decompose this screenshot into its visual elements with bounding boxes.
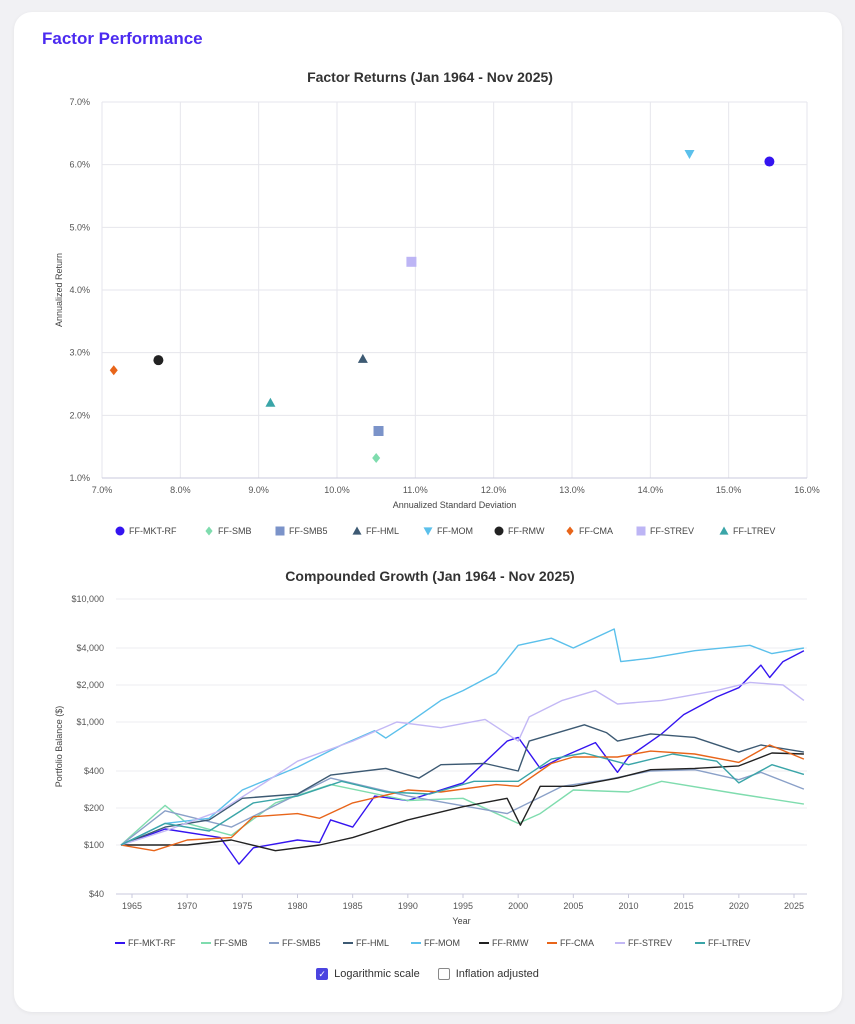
chart-title: Compounded Growth (Jan 1964 - Nov 2025) [285,568,574,584]
series-line-ff-hml [120,724,805,846]
legend-marker [275,526,285,536]
inflation-adjusted-checkbox[interactable] [437,968,450,980]
data-point-ff-smb [372,452,381,463]
y-tick-label: $10,000 [71,594,104,604]
x-tick-label: 1985 [343,901,363,911]
compounded-growth-line-chart: Compounded Growth (Jan 1964 - Nov 2025) $… [54,568,807,948]
x-tick-label: 10.0% [324,485,350,495]
x-tick-label: 11.0% [403,485,428,495]
y-tick-label: 5.0% [69,222,90,232]
series-line-ff-mkt-rf [120,650,805,865]
legend-label: FF-STREV [628,938,672,948]
x-axis-label: Annualized Standard Deviation [393,500,517,510]
y-tick-label: $4,000 [76,643,104,653]
series-line-ff-cma [120,744,805,852]
legend-label: FF-STREV [650,526,694,536]
chart-title: Factor Returns (Jan 1964 - Nov 2025) [307,69,553,85]
legend-label: FF-SMB5 [289,526,328,536]
log-scale-checkbox[interactable]: ✓ [316,968,329,980]
legend-marker [205,526,213,536]
data-point-ff-mom [684,150,695,160]
legend-marker [636,526,646,536]
legend-label: FF-RMW [492,938,529,948]
x-tick-label: 12.0% [481,485,507,495]
y-tick-label: 6.0% [69,160,90,170]
legend-label: FF-MOM [424,938,460,948]
y-tick-label: $100 [84,840,104,850]
x-tick-label: 2005 [563,901,583,911]
data-point-ff-strev [406,256,417,267]
data-point-ff-hml [357,353,368,363]
x-tick-label: 16.0% [794,485,820,495]
x-tick-label: 1970 [177,901,197,911]
series-line-ff-mom [120,628,805,846]
data-point-ff-rmw [153,355,164,366]
x-tick-label: 1995 [453,901,473,911]
data-point-ff-mkt-rf [764,156,775,167]
x-tick-label: 2025 [784,901,804,911]
legend-marker [352,526,362,535]
page-title: Factor Performance [42,29,203,48]
x-tick-label: 7.0% [92,485,113,495]
legend-label: FF-CMA [579,526,613,536]
legend-label: FF-LTREV [733,526,775,536]
legend-label: FF-HML [356,938,389,948]
y-axis-label: Portfolio Balance ($) [54,706,64,788]
data-point-ff-smb5 [373,426,384,436]
series-line-ff-smb [120,780,805,846]
y-tick-label: $200 [84,803,104,813]
x-tick-label: 1975 [232,901,252,911]
series-line-ff-rmw [121,752,804,852]
y-tick-label: 3.0% [69,348,90,358]
y-tick-label: 7.0% [69,97,90,107]
y-tick-label: $40 [89,889,104,899]
data-point-ff-cma [109,365,118,376]
legend-label: FF-MKT-RF [128,938,176,948]
legend-marker [115,526,125,536]
y-tick-label: 1.0% [69,473,90,483]
x-axis-label: Year [452,916,470,926]
y-axis-label: Annualized Return [54,253,64,327]
y-tick-label: 2.0% [69,410,90,420]
inflation-adjusted-option[interactable]: Inflation adjusted [437,968,539,980]
legend-label: FF-HML [366,526,399,536]
factor-returns-scatter-chart: Factor Returns (Jan 1964 - Nov 2025) 7.0%… [54,69,820,536]
y-tick-label: $1,000 [76,717,104,727]
data-point-ff-ltrev [265,397,276,407]
log-scale-option[interactable]: ✓ Logarithmic scale [316,968,420,980]
x-tick-label: 14.0% [638,485,664,495]
x-tick-label: 2010 [618,901,638,911]
x-tick-label: 1990 [398,901,418,911]
legend-label: FF-RMW [508,526,545,536]
y-tick-label: $2,000 [76,680,104,690]
series-line-ff-ltrev [120,752,805,846]
legend-label: FF-CMA [560,938,594,948]
inflation-adjusted-label: Inflation adjusted [455,968,539,980]
y-tick-label: 4.0% [69,285,90,295]
y-tick-label: $400 [84,766,104,776]
x-tick-label: 2000 [508,901,528,911]
x-tick-label: 1980 [287,901,307,911]
legend-marker [566,526,574,536]
legend-label: FF-SMB [214,938,248,948]
legend-label: FF-MKT-RF [129,526,177,536]
legend-label: FF-MOM [437,526,473,536]
legend-marker [423,527,433,536]
legend-label: FF-SMB [218,526,252,536]
x-tick-label: 15.0% [716,485,742,495]
x-tick-label: 8.0% [170,485,191,495]
x-tick-label: 2020 [729,901,749,911]
legend-label: FF-LTREV [708,938,750,948]
legend-label: FF-SMB5 [282,938,321,948]
log-scale-label: Logarithmic scale [334,968,420,980]
x-tick-label: 13.0% [559,485,585,495]
legend-marker [494,526,504,536]
x-tick-label: 1965 [122,901,142,911]
chart-options: ✓ Logarithmic scale Inflation adjusted [0,968,855,980]
series-line-ff-strev [120,681,805,846]
x-tick-label: 2015 [674,901,694,911]
legend-marker [719,526,729,535]
x-tick-label: 9.0% [248,485,269,495]
